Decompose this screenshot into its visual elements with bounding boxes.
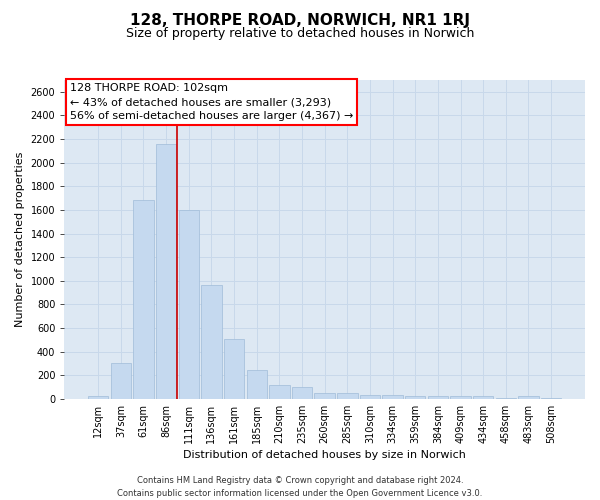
Bar (88, 396, 109, 399)
X-axis label: Distribution of detached houses by size in Norwich: Distribution of detached houses by size … (183, 450, 466, 460)
Bar (541, 398, 562, 399)
Bar (292, 387, 312, 399)
Bar (314, 393, 335, 399)
Text: Size of property relative to detached houses in Norwich: Size of property relative to detached ho… (126, 28, 474, 40)
Y-axis label: Number of detached properties: Number of detached properties (15, 152, 25, 327)
Text: Contains HM Land Registry data © Crown copyright and database right 2024.
Contai: Contains HM Land Registry data © Crown c… (118, 476, 482, 498)
Bar (179, 210, 199, 399)
Bar (382, 396, 403, 399)
Bar (156, 144, 176, 399)
Text: 128, THORPE ROAD, NORWICH, NR1 1RJ: 128, THORPE ROAD, NORWICH, NR1 1RJ (130, 12, 470, 28)
Bar (360, 396, 380, 399)
Bar (473, 396, 493, 399)
Bar (518, 396, 539, 399)
Bar (496, 398, 516, 399)
Bar (201, 286, 221, 399)
Bar (247, 370, 267, 399)
Text: 128 THORPE ROAD: 102sqm
← 43% of detached houses are smaller (3,293)
56% of semi: 128 THORPE ROAD: 102sqm ← 43% of detache… (70, 83, 353, 121)
Bar (224, 339, 244, 399)
Bar (405, 396, 425, 399)
Bar (428, 396, 448, 399)
Bar (269, 384, 290, 399)
Bar (133, 200, 154, 399)
Bar (451, 396, 471, 399)
Bar (110, 364, 131, 399)
Bar (337, 393, 358, 399)
